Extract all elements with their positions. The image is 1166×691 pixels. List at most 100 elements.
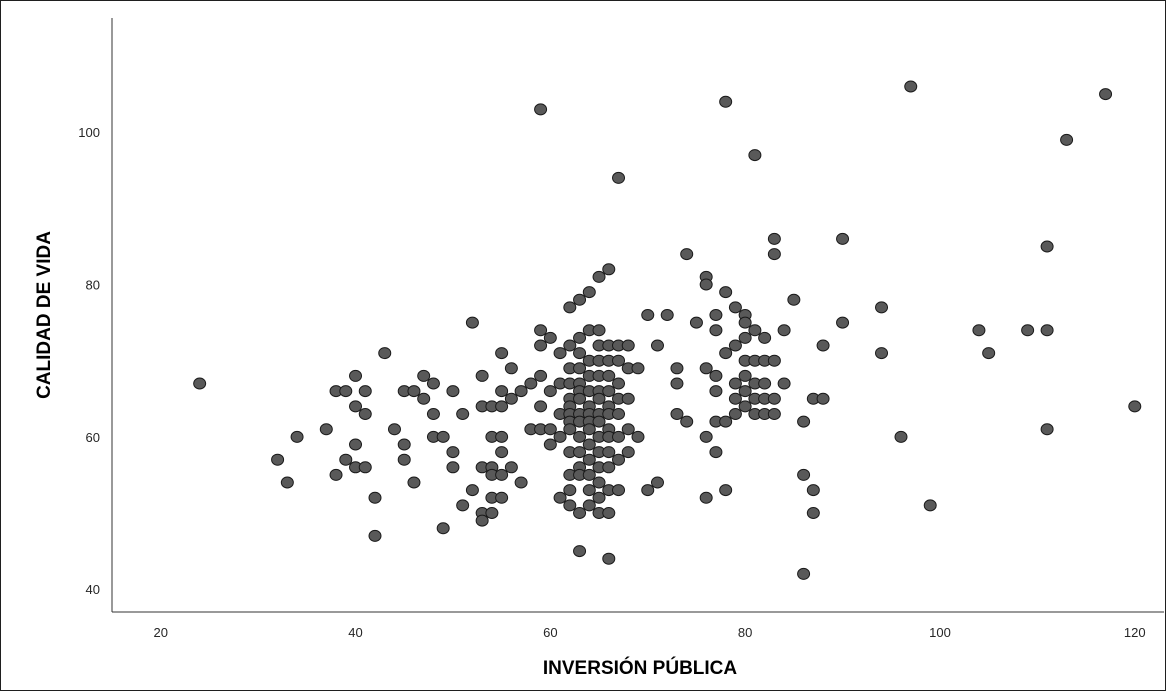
data-point — [465, 316, 479, 329]
data-point — [836, 316, 850, 329]
data-point — [621, 339, 635, 352]
data-point — [514, 385, 528, 398]
data-point — [612, 377, 626, 390]
data-point — [728, 377, 742, 390]
data-point — [699, 430, 713, 443]
data-point — [709, 446, 723, 459]
data-point — [573, 293, 587, 306]
data-point — [495, 400, 509, 413]
y-axis-title: CALIDAD DE VIDA — [34, 231, 55, 399]
data-point — [563, 499, 577, 512]
data-point — [1040, 324, 1054, 337]
y-tick-label: 40 — [86, 582, 100, 597]
data-point — [193, 377, 207, 390]
data-point — [582, 499, 596, 512]
data-point — [719, 347, 733, 360]
data-point — [631, 362, 645, 375]
x-tick-label: 100 — [929, 625, 951, 640]
data-point — [582, 468, 596, 481]
data-point — [563, 423, 577, 436]
data-point — [582, 286, 596, 299]
data-point — [699, 362, 713, 375]
data-point — [407, 385, 421, 398]
data-point — [553, 491, 567, 504]
data-point — [456, 408, 470, 420]
data-point — [612, 484, 626, 497]
data-point — [495, 385, 509, 398]
x-axis-ticks: 20 40 60 80 100 120 — [153, 625, 1145, 640]
data-point — [271, 453, 285, 466]
data-point — [806, 507, 820, 519]
data-point — [534, 369, 548, 382]
data-point — [738, 400, 752, 413]
data-point — [670, 362, 684, 375]
y-axis-ticks: 40 60 80 100 — [78, 125, 100, 597]
data-point — [368, 491, 382, 504]
data-point — [894, 430, 908, 443]
x-tick-label: 80 — [738, 625, 752, 640]
data-point — [612, 408, 626, 420]
data-point — [534, 324, 548, 337]
data-point — [582, 484, 596, 497]
data-point — [923, 499, 937, 512]
data-point — [709, 369, 723, 382]
data-point — [1128, 400, 1142, 413]
data-point — [767, 248, 781, 261]
data-point — [709, 324, 723, 337]
data-point — [495, 446, 509, 459]
data-point — [777, 377, 791, 390]
data-point — [738, 369, 752, 382]
data-point — [378, 347, 392, 360]
data-point — [524, 377, 538, 390]
data-point — [670, 408, 684, 420]
data-point — [660, 309, 674, 321]
data-point — [436, 430, 450, 443]
data-point — [446, 461, 460, 474]
data-point — [553, 430, 567, 443]
data-point — [699, 491, 713, 504]
data-point — [777, 324, 791, 337]
data-point — [504, 461, 518, 474]
data-point — [719, 415, 733, 428]
data-point — [738, 385, 752, 398]
x-axis-title: INVERSIÓN PÚBLICA — [543, 657, 738, 679]
data-point — [319, 423, 333, 436]
data-point — [816, 392, 830, 405]
data-point — [495, 430, 509, 443]
data-point — [1040, 423, 1054, 436]
data-point — [582, 438, 596, 451]
data-point — [358, 461, 372, 474]
data-point — [573, 507, 587, 519]
data-point — [573, 347, 587, 360]
data-point — [602, 369, 616, 382]
data-point — [602, 263, 616, 276]
data-point — [495, 468, 509, 481]
data-point — [446, 385, 460, 398]
data-point — [621, 446, 635, 459]
data-point — [534, 103, 548, 116]
data-point — [758, 331, 772, 344]
data-point — [689, 316, 703, 329]
data-point — [650, 476, 664, 489]
data-point — [728, 392, 742, 405]
data-points — [193, 80, 1142, 580]
data-point — [446, 446, 460, 459]
data-point — [806, 484, 820, 497]
data-point — [787, 293, 801, 306]
x-tick-label: 60 — [543, 625, 557, 640]
data-point — [456, 499, 470, 512]
data-point — [358, 385, 372, 398]
data-point — [612, 354, 626, 367]
data-point — [797, 415, 811, 428]
data-point — [485, 507, 499, 519]
data-point — [475, 514, 489, 527]
data-point — [495, 491, 509, 504]
data-point — [972, 324, 986, 337]
data-point — [602, 446, 616, 459]
data-point — [553, 347, 567, 360]
data-point — [602, 461, 616, 474]
data-point — [728, 408, 742, 420]
data-point — [797, 567, 811, 580]
data-point — [436, 522, 450, 535]
